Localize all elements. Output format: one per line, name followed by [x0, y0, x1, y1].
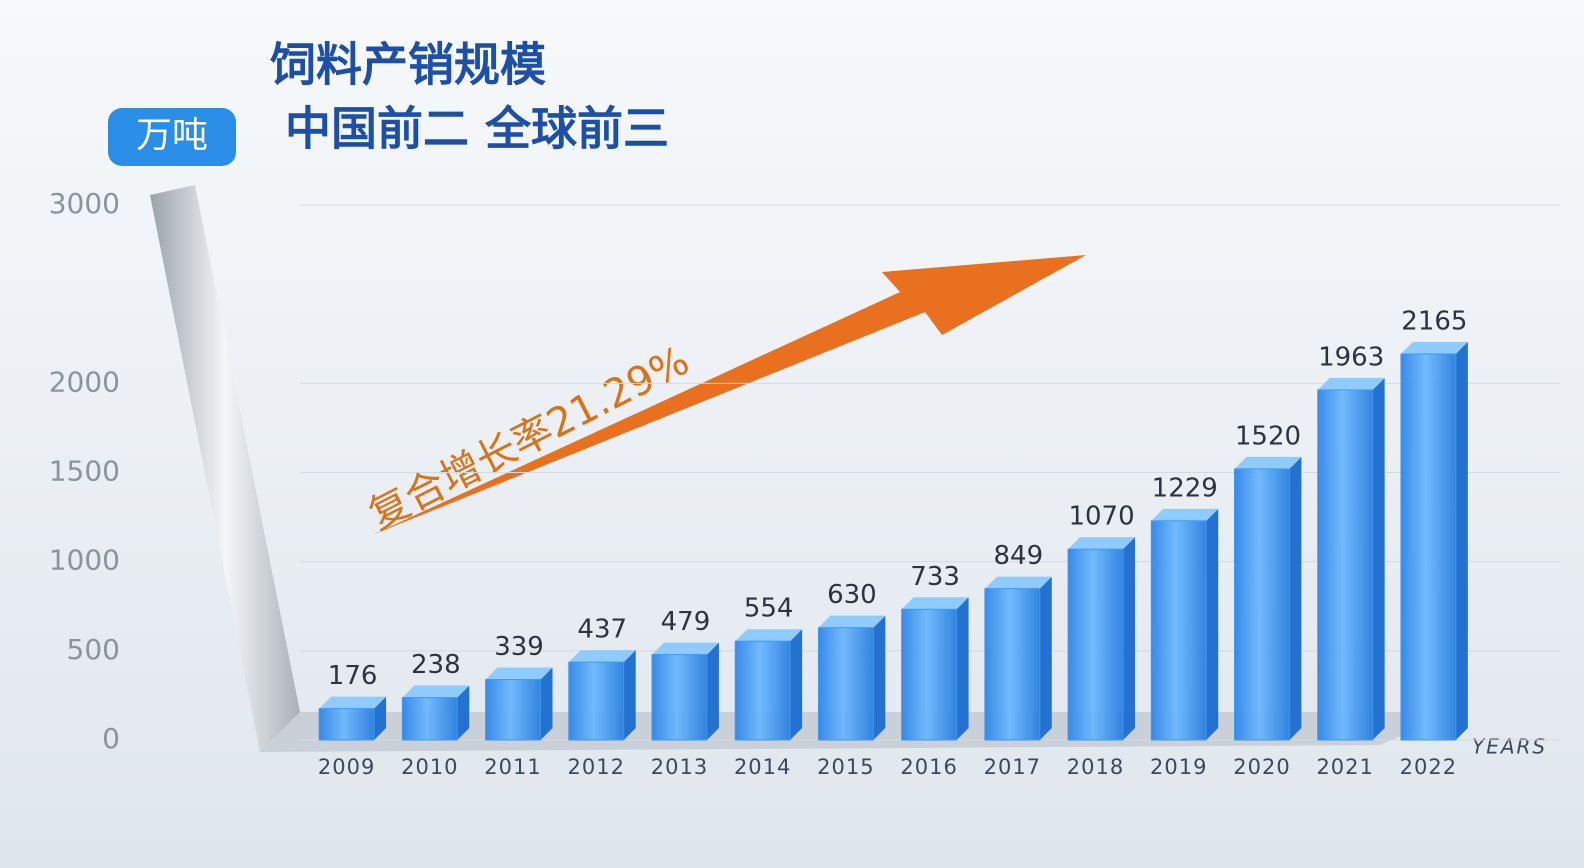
- x-tick-label: 2012: [568, 755, 625, 779]
- y-tick-label: 1500: [49, 455, 120, 488]
- bar: [1067, 548, 1124, 741]
- x-tick-label: 2009: [318, 755, 375, 779]
- bar-top: [818, 615, 886, 628]
- bar-side: [1122, 537, 1135, 740]
- x-tick-label: 2017: [984, 755, 1041, 779]
- bar-top: [1317, 377, 1385, 390]
- x-tick-label: 2022: [1400, 755, 1457, 779]
- x-tick-label: 2021: [1316, 755, 1373, 779]
- bar-side: [1206, 508, 1219, 740]
- bar-side: [1289, 456, 1302, 740]
- bar: [901, 608, 958, 741]
- y-tick-label: 1000: [49, 544, 120, 577]
- bar: [568, 661, 625, 741]
- y-tick-label: 2000: [49, 365, 120, 398]
- bar-top: [485, 667, 553, 680]
- x-tick-label: 2013: [651, 755, 708, 779]
- chart-subtitle: 中国前二 全球前三: [285, 102, 669, 156]
- bar-top: [1400, 341, 1468, 354]
- bar: [318, 708, 375, 741]
- x-tick-label: 2015: [817, 755, 874, 779]
- data-label: 238: [411, 650, 461, 680]
- bar-side: [1455, 341, 1468, 740]
- data-label: 479: [661, 607, 711, 637]
- bar: [651, 654, 708, 741]
- data-label: 733: [910, 562, 960, 592]
- bar-top: [1068, 537, 1135, 550]
- x-tick-label: 2010: [401, 755, 458, 779]
- bar-side: [790, 629, 803, 740]
- bar-side: [1039, 576, 1052, 740]
- data-label: 554: [744, 594, 794, 624]
- x-tick-label: 2020: [1233, 755, 1290, 779]
- bar: [734, 640, 791, 741]
- data-label: 1963: [1318, 342, 1384, 372]
- bar-top: [735, 629, 803, 642]
- bar-top: [402, 685, 470, 698]
- data-label: 1229: [1152, 473, 1218, 503]
- bar-top: [319, 696, 387, 709]
- x-tick-label: 2016: [900, 755, 957, 779]
- bar: [1150, 520, 1207, 741]
- bar-side: [540, 667, 553, 740]
- bar-top: [568, 650, 636, 663]
- bar-top: [1151, 508, 1219, 521]
- bar-side: [457, 685, 470, 740]
- bar: [1400, 353, 1457, 741]
- growth-arrow: [372, 255, 1086, 535]
- data-label: 339: [494, 632, 544, 662]
- data-label: 1520: [1235, 421, 1301, 451]
- data-label: 176: [328, 661, 378, 691]
- unit-label: 万吨: [136, 115, 208, 156]
- bar-top: [652, 642, 719, 655]
- data-label: 1070: [1068, 502, 1134, 532]
- x-tick-label: 2019: [1150, 755, 1207, 779]
- bar: [1317, 389, 1374, 741]
- x-tick-label: 2011: [484, 755, 541, 779]
- bar: [984, 588, 1041, 741]
- y-tick-label: 500: [67, 633, 120, 666]
- unit-badge: [108, 108, 236, 166]
- x-tick-label: 2014: [734, 755, 791, 779]
- y-axis-pillar: [150, 185, 300, 752]
- bar-side: [956, 597, 969, 740]
- data-label: 2165: [1401, 306, 1467, 336]
- data-label: 849: [994, 541, 1044, 571]
- bar: [817, 627, 874, 741]
- bar-side: [1372, 377, 1385, 740]
- bar-side: [374, 696, 387, 740]
- x-tick-label: 2018: [1067, 755, 1124, 779]
- y-tick-label: 3000: [49, 187, 120, 220]
- chart-title: 饲料产销规模: [270, 38, 546, 92]
- bar-top: [1234, 456, 1302, 469]
- bar-side: [623, 650, 636, 740]
- bar: [1234, 468, 1290, 741]
- bar: [485, 679, 541, 741]
- bar-side: [873, 615, 886, 740]
- bar-side: [706, 642, 719, 740]
- bar-top: [901, 597, 969, 610]
- data-label: 630: [827, 580, 877, 610]
- bar: [401, 697, 458, 741]
- data-label: 437: [577, 615, 627, 645]
- x-axis-label: YEARS: [1472, 735, 1547, 759]
- y-tick-label: 0: [102, 722, 120, 755]
- bar-top: [984, 576, 1052, 589]
